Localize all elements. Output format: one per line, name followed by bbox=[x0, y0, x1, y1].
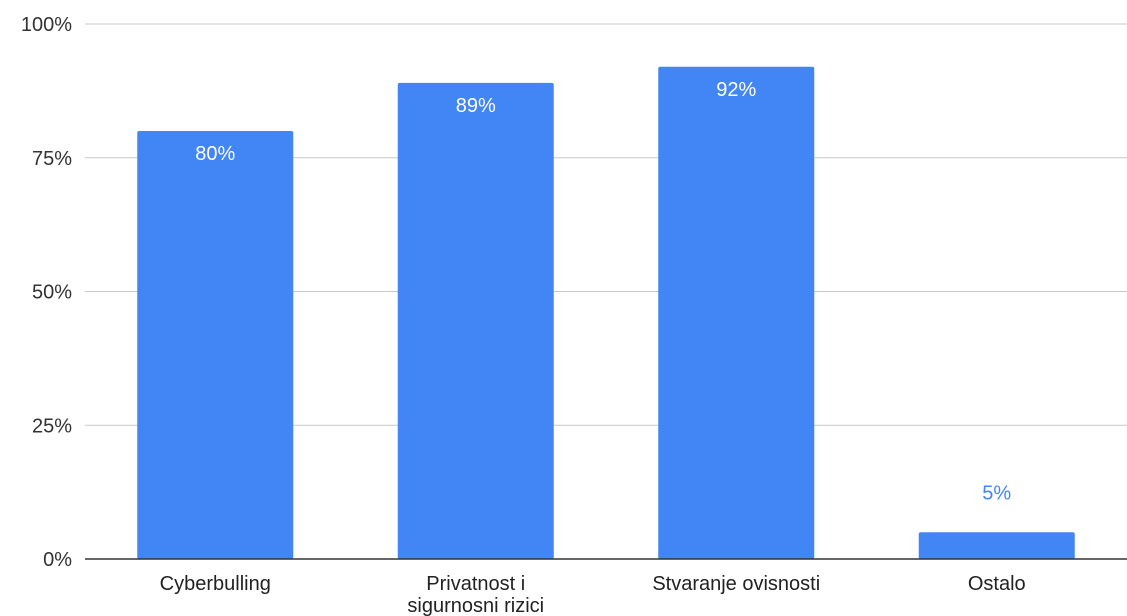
data-label: 5% bbox=[982, 482, 1011, 504]
category-label: Cyberbulling bbox=[160, 573, 271, 595]
data-label: 92% bbox=[716, 79, 756, 101]
data-label: 80% bbox=[195, 143, 235, 165]
x-axis-categories: Cyberbulling Privatnost i sigurnosni rizic… bbox=[160, 573, 1026, 616]
y-axis-ticks: 0% 25% 50% 75% 100% bbox=[21, 14, 72, 571]
bar bbox=[137, 131, 294, 559]
bar bbox=[658, 66, 815, 560]
category-label: Privatnost i sigurnosni rizici bbox=[407, 573, 544, 616]
category-label: Stvaranje ovisnosti bbox=[652, 573, 820, 595]
bar bbox=[397, 82, 554, 559]
bar bbox=[918, 532, 1075, 559]
y-tick-label: 50% bbox=[32, 282, 72, 304]
y-tick-label: 75% bbox=[32, 148, 72, 170]
bars bbox=[137, 66, 1075, 560]
category-label: Ostalo bbox=[968, 573, 1026, 595]
y-tick-label: 25% bbox=[32, 415, 72, 437]
y-tick-label: 0% bbox=[43, 549, 72, 571]
data-labels: 80% 89% 92% 5% bbox=[195, 79, 1011, 504]
data-label: 89% bbox=[456, 95, 496, 117]
y-tick-label: 100% bbox=[21, 14, 72, 36]
